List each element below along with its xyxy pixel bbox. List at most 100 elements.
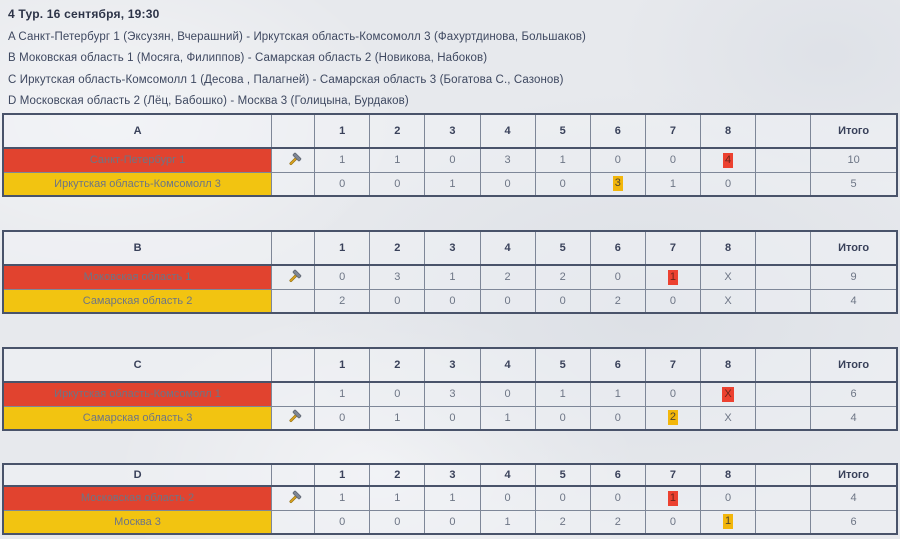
highlighted-score: 2 <box>667 410 678 426</box>
end-score: 0 <box>644 509 701 535</box>
end-header: 3 <box>424 113 481 149</box>
header-row: C 1 2 3 4 5 6 7 8 Итого <box>2 347 898 383</box>
end-score: 1 <box>369 405 426 431</box>
team-name: Самарская область 3 <box>2 405 273 431</box>
end-header: 4 <box>479 113 536 149</box>
match-line-a: A Санкт-Петербург 1 (Эксузян, Вчерашний)… <box>8 30 586 43</box>
end-header: 2 <box>369 347 426 383</box>
extra-column-header <box>755 347 812 383</box>
hammer-column-header <box>271 113 316 149</box>
end-score: 0 <box>314 171 371 197</box>
end-score: 1 <box>314 485 371 511</box>
end-header: 4 <box>479 347 536 383</box>
end-header: 1 <box>314 463 371 487</box>
header-row: B 1 2 3 4 5 6 7 8 Итого <box>2 230 898 266</box>
end-score: X <box>699 264 757 290</box>
total-score: 4 <box>810 288 898 314</box>
hammer-icon <box>289 409 301 423</box>
end-score: 1 <box>314 147 371 173</box>
end-header: 8 <box>699 113 757 149</box>
end-header: 1 <box>314 347 371 383</box>
end-score: X <box>699 405 757 431</box>
end-score: 0 <box>479 381 536 407</box>
end-score: X <box>699 288 757 314</box>
total-score: 10 <box>810 147 898 173</box>
highlighted-score: 4 <box>722 152 734 168</box>
end-score: 0 <box>644 147 701 173</box>
end-header: 2 <box>369 230 426 266</box>
end-score: 1 <box>589 381 646 407</box>
end-score: 0 <box>424 288 481 314</box>
match-line-b: B Моковская область 1 (Мосяга, Филиппов)… <box>8 52 488 64</box>
total-header: Итого <box>810 230 898 266</box>
hammer-cell <box>271 485 316 511</box>
end-score: 0 <box>369 171 426 197</box>
end-score: 0 <box>534 405 591 431</box>
extra-cell <box>755 381 812 407</box>
end-score: 1 <box>424 171 481 197</box>
match-line-d: D Московская область 2 (Лёц, Бабошко) - … <box>8 95 409 107</box>
team-name: Моковская область 1 <box>2 264 273 290</box>
hammer-icon <box>289 490 301 503</box>
end-header: 6 <box>589 463 646 487</box>
end-header: 2 <box>369 463 426 487</box>
extra-cell <box>755 405 812 431</box>
team-name: Иркутская область-Комсомолл 1 <box>2 381 273 407</box>
end-score: 0 <box>589 264 646 290</box>
end-score: 2 <box>589 509 646 535</box>
end-header: 3 <box>424 230 481 266</box>
extra-column-header <box>755 113 812 149</box>
hammer-cell <box>271 147 316 173</box>
end-header: 5 <box>534 230 591 266</box>
end-header: 7 <box>644 463 701 487</box>
hammer-cell <box>271 509 316 535</box>
end-score: 2 <box>644 405 701 431</box>
end-score: 0 <box>589 147 646 173</box>
sheet-letter: D <box>2 463 273 487</box>
end-score: 3 <box>479 147 536 173</box>
end-score: 0 <box>424 405 481 431</box>
end-header: 8 <box>699 230 757 266</box>
hammer-cell <box>271 405 316 431</box>
header-row: D 1 2 3 4 5 6 7 8 Итого <box>2 463 898 487</box>
end-score: 3 <box>589 171 646 197</box>
end-score: 1 <box>644 171 701 197</box>
end-score: 1 <box>369 485 426 511</box>
team-row-red: Санкт-Петербург 1 1 1 0 3 1 0 0 4 10 <box>2 147 898 173</box>
end-score: 2 <box>589 288 646 314</box>
highlighted-score: 1 <box>722 514 734 530</box>
end-score: 1 <box>369 147 426 173</box>
end-score: X <box>699 381 757 407</box>
end-score: 0 <box>314 509 371 535</box>
team-name: Санкт-Петербург 1 <box>2 147 273 173</box>
extra-cell <box>755 171 812 197</box>
total-score: 6 <box>810 381 898 407</box>
hammer-icon <box>289 269 301 282</box>
extra-cell <box>755 288 812 314</box>
extra-column-header <box>755 230 812 266</box>
end-score: 0 <box>369 381 426 407</box>
hammer-cell <box>271 381 316 407</box>
total-score: 9 <box>810 264 898 290</box>
extra-cell <box>755 485 812 511</box>
end-score: 4 <box>699 147 757 173</box>
team-name: Иркутская область-Комсомолл 3 <box>2 171 273 197</box>
total-score: 6 <box>810 509 898 535</box>
highlighted-score: 1 <box>667 490 678 506</box>
end-header: 3 <box>424 463 481 487</box>
end-header: 6 <box>589 230 646 266</box>
total-header: Итого <box>810 347 898 383</box>
total-score: 4 <box>810 485 898 511</box>
end-header: 4 <box>479 230 536 266</box>
end-header: 8 <box>699 347 757 383</box>
end-score: 1 <box>534 147 591 173</box>
end-header: 7 <box>644 113 701 149</box>
